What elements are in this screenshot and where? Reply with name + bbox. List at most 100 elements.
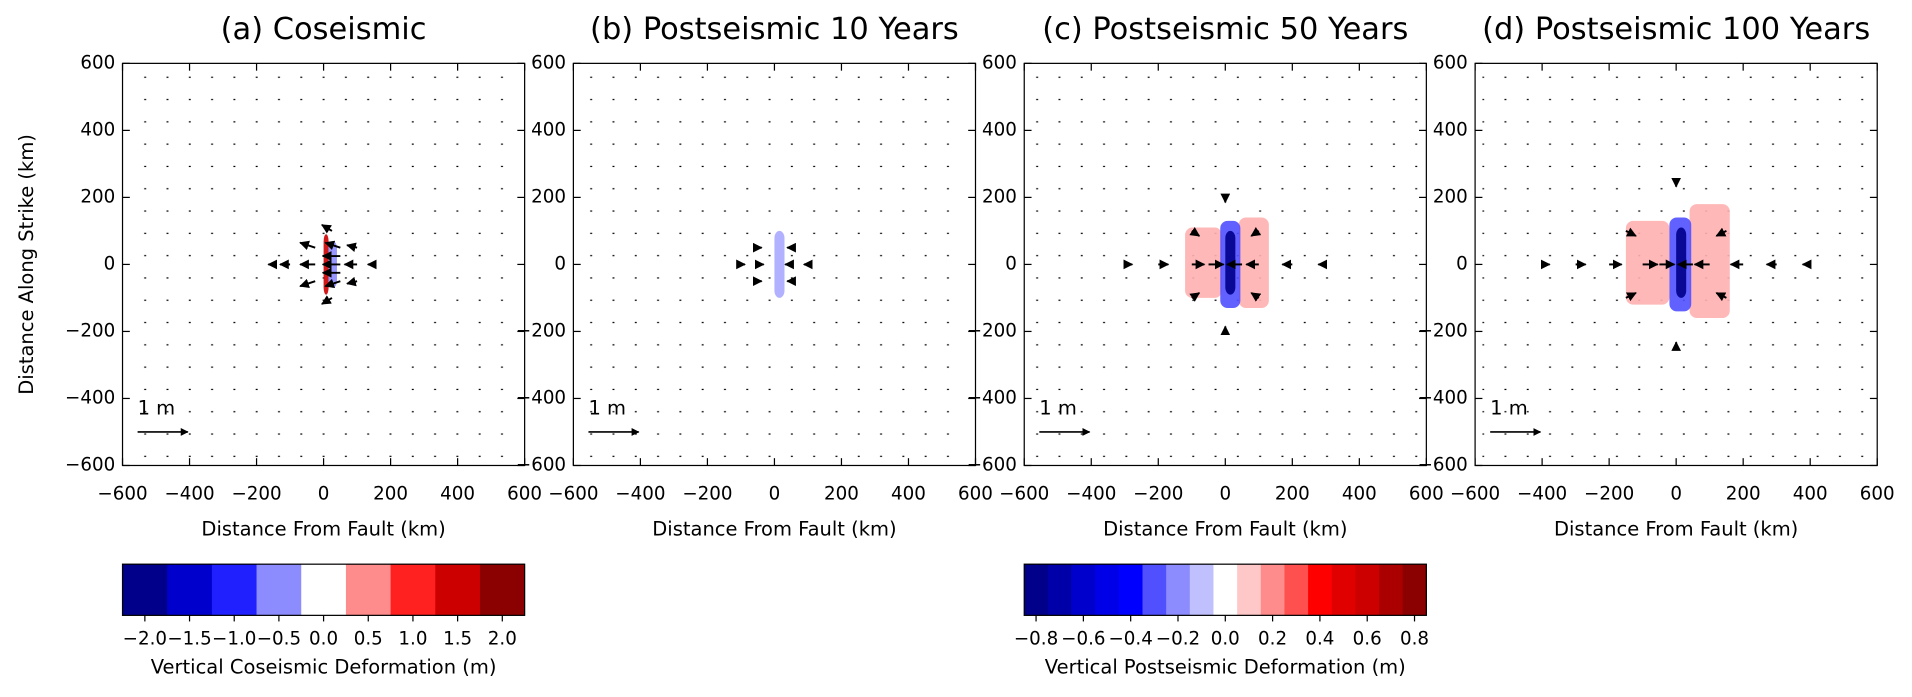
y-tick-label: −200 xyxy=(516,320,566,341)
x-tick-label: −400 xyxy=(1066,484,1116,505)
vector-arrow xyxy=(1189,227,1201,237)
panel-title: (c) Postseismic 50 Years xyxy=(1042,12,1408,47)
x-tick-label: 200 xyxy=(1275,484,1310,505)
vector-arrow xyxy=(346,276,358,287)
y-tick-label: 600 xyxy=(80,52,115,73)
x-tick-label: 400 xyxy=(1342,484,1377,505)
y-tick-label: 400 xyxy=(1433,119,1468,140)
vector-arrow xyxy=(324,278,341,289)
colorbar-swatch xyxy=(1355,564,1380,616)
key-label: 1 m xyxy=(1490,396,1528,419)
key-label: 1 m xyxy=(138,396,176,419)
colorbar-tick-label: 0.0 xyxy=(309,629,338,650)
y-tick-label: −400 xyxy=(516,387,566,408)
colorbar-swatch xyxy=(1213,564,1238,616)
colorbar-swatch xyxy=(1237,564,1262,616)
colorbar-tick-label: −0.5 xyxy=(257,629,301,650)
y-tick-label: −400 xyxy=(967,387,1017,408)
vector-arrow xyxy=(346,242,358,253)
panel: −600 −400 −200 0 200 400 600 −600 −400 −200 0 200 40… xyxy=(15,12,542,541)
x-axis-label: Distance From Fault (km) xyxy=(1554,518,1798,541)
colorbar-tick-label: 1.5 xyxy=(443,629,472,650)
vector-arrow xyxy=(1715,227,1727,237)
x-tick-label: 200 xyxy=(824,484,859,505)
colorbar-swatch xyxy=(345,564,391,616)
colorbar-swatch xyxy=(1331,564,1356,616)
colorbar-tick-label: 0.5 xyxy=(354,629,383,650)
deformation-patch xyxy=(1689,204,1730,319)
vector-arrow xyxy=(1625,227,1637,237)
deformation-patch xyxy=(1625,220,1670,305)
y-tick-label: −600 xyxy=(1418,454,1468,475)
colorbar-swatch xyxy=(1071,564,1096,616)
x-tick-label: 400 xyxy=(1793,484,1828,505)
colorbar-swatch xyxy=(1047,564,1072,616)
colorbar-swatch xyxy=(1379,564,1404,616)
y-tick-label: −600 xyxy=(516,454,566,475)
panel: −600 −400 −200 0 200 400 600 −600 −400 −200 0 200 40… xyxy=(516,12,993,541)
vector-arrow xyxy=(324,240,341,251)
x-tick-label: −200 xyxy=(1133,484,1183,505)
y-tick-label: −200 xyxy=(65,320,115,341)
colorbar-swatch xyxy=(1402,564,1427,616)
colorbar-swatch xyxy=(479,564,526,616)
y-tick-label: −400 xyxy=(65,387,115,408)
deformation-patch xyxy=(774,230,785,298)
y-tick-label: −600 xyxy=(967,454,1017,475)
y-tick-label: −600 xyxy=(65,454,115,475)
x-tick-label: 600 xyxy=(507,484,542,505)
colorbar-tick-label: 1.0 xyxy=(398,629,427,650)
colorbar: −2.0 −1.5 −1.0 −0.5 0.0 0.5 1.0 1.5 2.0 Vertical … xyxy=(121,563,526,678)
colorbar-tick-label: −1.5 xyxy=(167,629,211,650)
colorbar-tick-label: −0.8 xyxy=(1014,629,1058,650)
y-tick-label: 200 xyxy=(982,186,1017,207)
x-tick-label: 200 xyxy=(373,484,408,505)
colorbar-swatch xyxy=(256,564,302,616)
y-tick-label: 0 xyxy=(1005,253,1017,274)
key-label: 1 m xyxy=(588,396,626,419)
x-tick-label: −600 xyxy=(999,484,1049,505)
colorbar-swatch xyxy=(435,564,481,616)
key-label: 1 m xyxy=(1039,396,1077,419)
y-tick-label: 0 xyxy=(554,253,566,274)
colorbar-swatch xyxy=(390,564,436,616)
y-tick-label: −200 xyxy=(1418,320,1468,341)
y-axis-label: Distance Along Strike (km) xyxy=(15,134,38,395)
y-tick-label: 400 xyxy=(982,119,1017,140)
colorbar-tick-label: −2.0 xyxy=(123,629,167,650)
y-tick-label: 200 xyxy=(531,186,566,207)
vector-arrow xyxy=(1189,292,1201,302)
x-tick-label: 0 xyxy=(318,484,330,505)
x-tick-label: 0 xyxy=(1670,484,1682,505)
vector-arrow xyxy=(321,224,333,234)
x-tick-label: −200 xyxy=(231,484,281,505)
colorbar-tick-label: −0.2 xyxy=(1156,629,1200,650)
colorbar-tick-label: 0.6 xyxy=(1353,629,1382,650)
x-tick-label: 0 xyxy=(769,484,781,505)
y-tick-label: 200 xyxy=(80,186,115,207)
panel: −600 −400 −200 0 200 400 600 −600 −400 −200 0 200 40… xyxy=(967,12,1444,541)
y-tick-label: 600 xyxy=(1433,52,1468,73)
colorbar-swatch xyxy=(301,564,347,616)
vector-arrow xyxy=(1625,292,1637,302)
y-tick-label: −400 xyxy=(1418,387,1468,408)
colorbar-tick-label: 0.2 xyxy=(1258,629,1287,650)
panel-title: (a) Coseismic xyxy=(221,12,427,47)
x-tick-label: 400 xyxy=(891,484,926,505)
colorbar-tick-label: −0.6 xyxy=(1061,629,1105,650)
colorbar-tick-label: 2.0 xyxy=(488,629,517,650)
vector-arrow xyxy=(321,295,333,305)
x-tick-label: 600 xyxy=(1860,484,1895,505)
x-axis-label: Distance From Fault (km) xyxy=(201,518,445,541)
y-tick-label: 0 xyxy=(1456,253,1468,274)
deformation-patch xyxy=(1676,227,1687,298)
panel-title: (d) Postseismic 100 Years xyxy=(1482,12,1870,47)
x-axis-label: Distance From Fault (km) xyxy=(1103,518,1347,541)
colorbar-swatch xyxy=(1095,564,1120,616)
x-tick-label: 200 xyxy=(1726,484,1761,505)
x-tick-label: −600 xyxy=(1450,484,1500,505)
panel-title: (b) Postseismic 10 Years xyxy=(590,12,959,47)
x-axis-label: Distance From Fault (km) xyxy=(652,518,896,541)
colorbar-tick-label: 0.4 xyxy=(1305,629,1334,650)
y-tick-label: 600 xyxy=(531,52,566,73)
